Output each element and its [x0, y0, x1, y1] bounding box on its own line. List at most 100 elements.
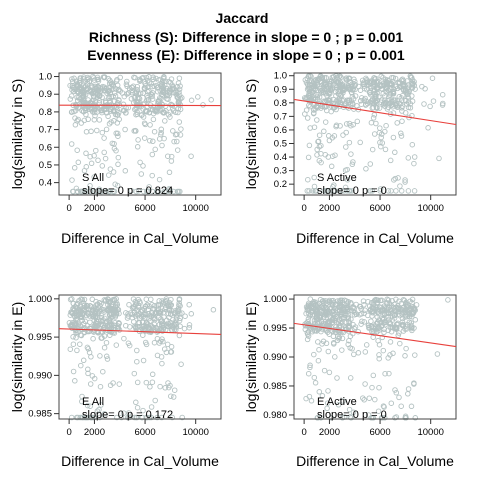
panel-slope-annotation: slope= 0 p = 0.172 [82, 409, 173, 421]
data-point [210, 307, 217, 313]
data-point [112, 307, 118, 313]
data-point [152, 397, 158, 404]
data-point [161, 82, 168, 88]
data-point [402, 110, 409, 116]
data-point [113, 147, 119, 154]
figure-subtitle-richness: Richness (S): Difference in slope = 0 ; … [89, 29, 404, 45]
data-point [174, 138, 180, 145]
data-point [195, 94, 201, 100]
data-point [302, 77, 309, 83]
data-point [328, 324, 335, 331]
data-point [405, 93, 411, 100]
data-point [103, 297, 109, 303]
data-point [91, 188, 98, 195]
data-point [87, 313, 93, 319]
data-point [336, 74, 342, 80]
data-point [158, 129, 164, 136]
data-point [331, 341, 337, 347]
data-point [403, 98, 409, 104]
data-point [101, 307, 107, 313]
data-point [122, 168, 129, 174]
data-point [346, 337, 352, 344]
data-point [82, 414, 89, 421]
data-point [123, 322, 129, 329]
data-point [311, 124, 318, 130]
data-point [312, 380, 319, 386]
data-point [162, 305, 169, 311]
panel-2: 0 2000 6000 10000 0.2 0.3 0.4 0.5 0.6 0.7 0.8 0.9 1.… [243, 71, 457, 246]
data-point [108, 79, 114, 85]
data-point [429, 75, 436, 81]
data-point [371, 100, 378, 107]
data-point [171, 138, 177, 145]
data-point [131, 95, 138, 101]
data-point [151, 339, 158, 346]
data-point [81, 306, 88, 313]
data-point [135, 302, 142, 309]
data-point [314, 103, 321, 110]
data-point [93, 147, 99, 154]
data-point [188, 311, 195, 317]
data-point [135, 188, 142, 194]
data-point [134, 101, 141, 108]
data-point [389, 98, 396, 105]
y-tick-label: 1.0 [274, 71, 287, 82]
data-point [311, 351, 317, 358]
data-point [445, 297, 451, 303]
data-point [349, 93, 356, 100]
data-point [376, 384, 382, 391]
data-point [315, 357, 322, 364]
data-point [148, 404, 155, 410]
data-point [116, 97, 122, 103]
data-point [335, 319, 342, 325]
data-point [177, 315, 183, 322]
data-point [332, 354, 338, 360]
data-point [85, 311, 91, 318]
data-point [347, 188, 353, 194]
data-point [348, 316, 354, 322]
data-point [91, 77, 98, 83]
data-point [360, 395, 366, 401]
data-point [141, 85, 148, 91]
data-point [328, 315, 334, 321]
data-point [87, 403, 93, 409]
data-point [130, 296, 137, 302]
data-point [362, 381, 368, 387]
data-point [77, 332, 84, 338]
scatter-points [66, 296, 217, 421]
fit-line [58, 328, 222, 335]
data-point [352, 78, 358, 85]
data-point [361, 85, 368, 92]
data-point [405, 88, 411, 95]
data-point [316, 313, 322, 320]
data-point [133, 324, 139, 331]
data-point [341, 188, 347, 194]
data-point [143, 319, 150, 326]
data-point [392, 325, 398, 332]
data-point [410, 80, 417, 87]
data-point [80, 414, 86, 421]
data-point [134, 86, 141, 93]
data-point [352, 93, 359, 99]
data-point [396, 330, 402, 336]
data-point [77, 414, 83, 421]
data-point [151, 128, 158, 135]
data-point [71, 86, 78, 92]
data-point [112, 181, 118, 187]
data-point [130, 83, 137, 89]
data-point [408, 322, 414, 329]
data-point [106, 188, 113, 195]
data-point [140, 332, 146, 338]
data-point [88, 160, 95, 167]
data-point [393, 389, 400, 396]
data-point [74, 80, 81, 87]
data-point [177, 323, 183, 329]
data-point [121, 108, 127, 114]
data-point [324, 329, 331, 335]
y-tick-label: 0.2 [274, 179, 287, 190]
data-point [149, 379, 156, 385]
data-point [176, 300, 182, 306]
data-point [336, 86, 342, 93]
data-point [402, 309, 408, 315]
